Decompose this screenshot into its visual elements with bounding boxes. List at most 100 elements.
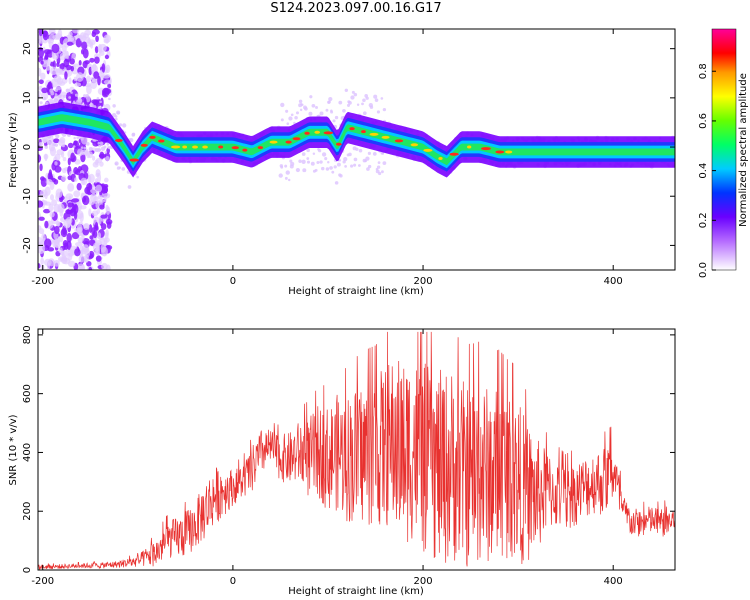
spectrogram-speckle bbox=[80, 149, 89, 156]
spectrogram-speckle bbox=[76, 72, 84, 82]
spectrogram-halo bbox=[342, 108, 346, 113]
spectrogram-halo bbox=[301, 103, 304, 107]
spectrogram-speckle bbox=[53, 75, 62, 83]
spectrogram-speckle bbox=[56, 149, 64, 156]
spectrogram-speckle bbox=[78, 255, 85, 263]
spectrogram-hotspot bbox=[394, 139, 404, 143]
spectrogram-halo bbox=[285, 109, 289, 113]
spectrogram-hotspot bbox=[361, 130, 366, 134]
spectrogram-speckle bbox=[100, 246, 108, 257]
spectrogram-halo bbox=[280, 102, 285, 108]
spectrogram-halo bbox=[88, 146, 93, 152]
spectrogram-speckle bbox=[57, 203, 65, 214]
spectrogram-speckle bbox=[79, 205, 87, 210]
spectrogram-speckle bbox=[107, 83, 112, 89]
spectrogram-speckle bbox=[67, 142, 74, 149]
snr-x-tick-label: 400 bbox=[604, 576, 623, 587]
spectrogram-speckle bbox=[56, 62, 60, 68]
spectrogram-halo bbox=[295, 111, 299, 115]
spectrogram-speckle bbox=[47, 247, 55, 252]
spectrogram-halo bbox=[50, 91, 55, 96]
spectrogram-halo bbox=[284, 176, 288, 180]
spectrogram-speckle bbox=[49, 61, 55, 67]
spectrogram-y-tick-label: -20 bbox=[22, 237, 33, 253]
colorbar-tick-label: 0.0 bbox=[698, 262, 709, 278]
spectrogram-halo bbox=[373, 94, 378, 99]
spectrogram-speckle bbox=[91, 155, 96, 161]
spectrogram-halo bbox=[129, 137, 134, 143]
spectrogram-hotspot bbox=[314, 130, 321, 134]
spectrogram-speckle bbox=[38, 35, 42, 44]
spectrogram-speckle bbox=[51, 43, 60, 54]
spectrogram-halo bbox=[311, 103, 316, 108]
spectrogram-speckle bbox=[94, 56, 100, 64]
colorbar-axis: 0.0 0.2 0.4 0.6 0.8 bbox=[698, 28, 737, 278]
spectrogram-speckle bbox=[46, 84, 51, 93]
spectrogram-speckle bbox=[49, 211, 55, 218]
spectrogram-hotspot bbox=[323, 131, 334, 135]
spectrogram-halo bbox=[380, 170, 384, 174]
spectrogram-speckle bbox=[59, 197, 64, 203]
spectrogram-speckle bbox=[89, 57, 95, 63]
spectrogram-hotspot bbox=[349, 127, 355, 131]
spectrogram-speckle bbox=[83, 222, 90, 230]
spectrogram-halo bbox=[325, 108, 329, 112]
spectrogram-y-tick-label: 20 bbox=[22, 42, 33, 55]
spectrogram-halo bbox=[289, 164, 294, 169]
spectrogram-hotspot bbox=[171, 145, 181, 149]
spectrogram-speckle bbox=[91, 99, 99, 104]
snr-x-tick-label: 0 bbox=[230, 576, 236, 587]
spectrogram-speckle bbox=[44, 238, 52, 249]
spectrogram-speckle bbox=[89, 235, 94, 240]
spectrogram-speckle bbox=[104, 54, 110, 60]
spectrogram-halo bbox=[380, 97, 384, 100]
spectrogram-speckle bbox=[71, 198, 80, 203]
spectrogram-speckle bbox=[84, 254, 89, 263]
colorbar-tick-label: 0.8 bbox=[698, 63, 709, 79]
spectrogram-speckle bbox=[38, 225, 42, 231]
spectrogram-halo bbox=[330, 109, 333, 113]
spectrogram-speckle bbox=[42, 30, 49, 41]
spectrogram-speckle bbox=[46, 58, 51, 66]
spectrogram-halo bbox=[369, 105, 374, 109]
spectrogram-speckle bbox=[100, 223, 107, 230]
spectrogram-halo bbox=[42, 139, 47, 144]
spectrogram-speckle bbox=[78, 60, 82, 66]
spectrogram-halo bbox=[350, 95, 355, 100]
snr-x-label: Height of straight line (km) bbox=[288, 586, 424, 597]
spectrogram-halo bbox=[366, 167, 370, 171]
spectrogram-halo bbox=[295, 167, 301, 173]
spectrogram-halo bbox=[57, 94, 62, 99]
page-title: S124.2023.097.00.16.G17 bbox=[270, 1, 442, 16]
spectrogram-speckle bbox=[97, 232, 102, 240]
spectrogram-halo bbox=[355, 147, 359, 151]
spectrogram-halo bbox=[54, 143, 59, 147]
spectrogram-speckle bbox=[99, 204, 105, 210]
spectrogram-speckle bbox=[38, 90, 41, 97]
spectrogram-halo bbox=[80, 137, 84, 141]
spectrogram-speckle bbox=[67, 157, 71, 166]
spectrogram-speckle bbox=[59, 235, 64, 243]
spectrogram-halo bbox=[94, 147, 99, 153]
spectrogram-speckle bbox=[50, 66, 58, 76]
spectrogram-halo bbox=[287, 178, 291, 182]
spectrogram-speckle bbox=[88, 173, 95, 184]
spectrogram-halo bbox=[358, 148, 363, 153]
spectrogram-speckle bbox=[53, 260, 60, 267]
spectrogram-halo bbox=[381, 151, 385, 155]
spectrogram-halo bbox=[344, 165, 347, 168]
spectrogram-hotspot bbox=[423, 148, 433, 152]
spectrogram-hotspot bbox=[481, 147, 491, 151]
spectrogram-speckle bbox=[101, 63, 106, 73]
spectrogram-speckle bbox=[81, 41, 88, 50]
spectrogram-speckle bbox=[68, 77, 72, 85]
spectrogram-halo bbox=[284, 164, 288, 168]
spectrogram-speckle bbox=[67, 175, 73, 181]
spectrogram-x-tick-label: 200 bbox=[414, 276, 433, 287]
spectrogram-speckle bbox=[94, 159, 99, 166]
spectrogram-speckle bbox=[44, 153, 48, 162]
spectrogram-speckle bbox=[41, 87, 48, 94]
spectrogram-halo bbox=[338, 159, 342, 162]
spectrogram-halo bbox=[372, 152, 377, 156]
